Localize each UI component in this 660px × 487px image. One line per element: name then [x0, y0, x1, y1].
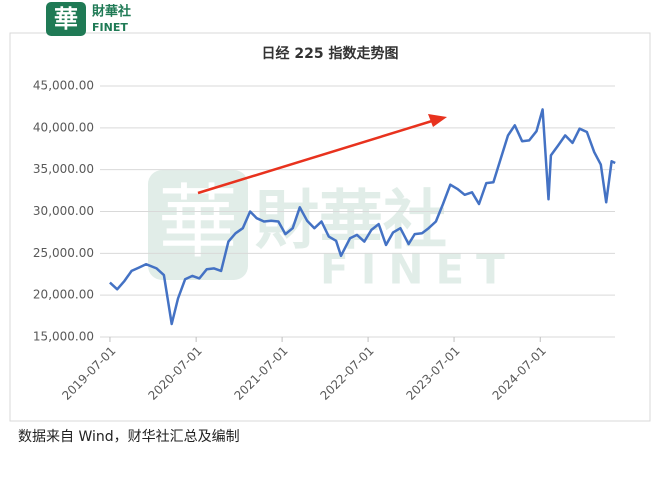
y-tick-label: 15,000.00 [33, 330, 94, 344]
watermark: 華 財華社 FINET [148, 170, 517, 294]
y-tick-label: 40,000.00 [33, 120, 94, 134]
watermark-box [148, 170, 248, 280]
logo-box [46, 2, 86, 36]
source-note: 数据来自 Wind，财华社汇总及编制 [18, 429, 240, 445]
y-tick-label: 45,000.00 [33, 79, 94, 93]
chart-title: 日经 225 指数走势图 [262, 45, 399, 62]
y-tick-label: 20,000.00 [33, 288, 94, 302]
data-line [109, 108, 616, 326]
y-tick-label: 30,000.00 [33, 204, 94, 218]
logo-en: FINET [92, 21, 128, 34]
chart-frame [9, 32, 651, 422]
arrow-shaft [197, 119, 433, 195]
watermark-en: FINET [320, 245, 517, 294]
arrow-head [428, 114, 447, 127]
logo-name: 財華社 [91, 4, 131, 20]
y-tick-label: 25,000.00 [33, 246, 94, 260]
y-tick-label: 35,000.00 [33, 162, 94, 176]
trend-arrow [197, 114, 447, 195]
watermark-name: 財華社 [255, 185, 447, 259]
logo-mark: 華 [54, 5, 78, 33]
